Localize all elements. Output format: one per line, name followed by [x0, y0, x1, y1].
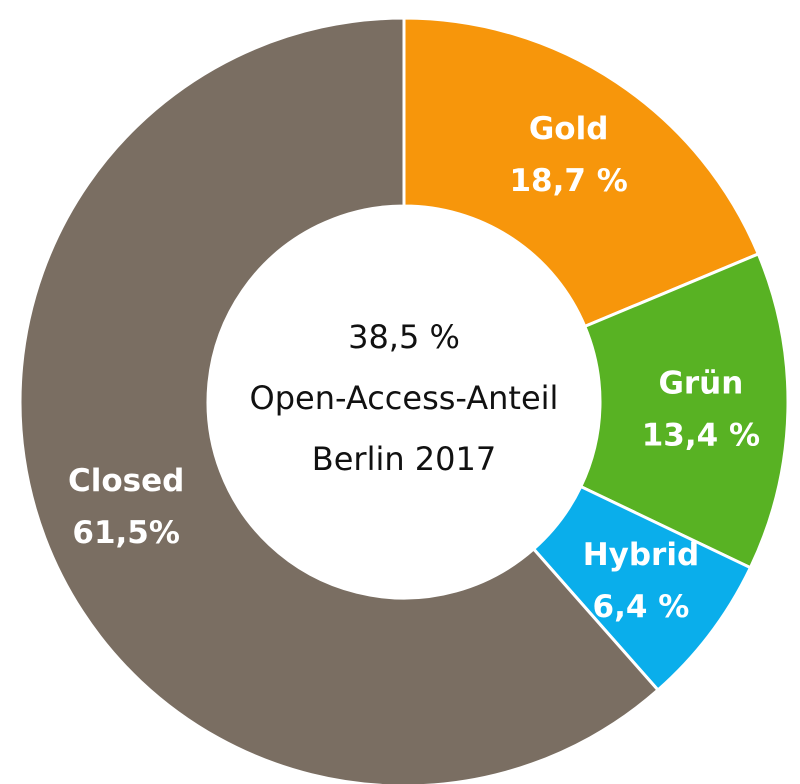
slice-label-gold: Gold 18,7 % — [509, 111, 627, 199]
slice-label-closed: Closed 61,5% — [68, 463, 184, 551]
center-line-2: Open-Access-Anteil — [250, 379, 559, 417]
slice-name-grün: Grün — [658, 365, 743, 401]
slice-grün — [578, 251, 790, 570]
slice-value-closed: 61,5% — [72, 515, 180, 551]
slice-value-grün: 13,4 % — [642, 417, 760, 453]
slice-value-hybrid: 6,4 % — [593, 589, 690, 625]
slice-value-gold: 18,7 % — [509, 163, 627, 199]
slice-closed — [18, 16, 661, 784]
slice-name-closed: Closed — [68, 463, 184, 499]
slice-label-hybrid: Hybrid 6,4 % — [583, 537, 699, 625]
slice-label-grün: Grün 13,4 % — [642, 365, 760, 453]
slice-name-hybrid: Hybrid — [583, 537, 699, 573]
center-line-1: 38,5 % — [348, 318, 460, 356]
slice-gold — [402, 16, 761, 329]
center-line-3: Berlin 2017 — [312, 440, 496, 478]
slice-name-gold: Gold — [529, 111, 609, 147]
